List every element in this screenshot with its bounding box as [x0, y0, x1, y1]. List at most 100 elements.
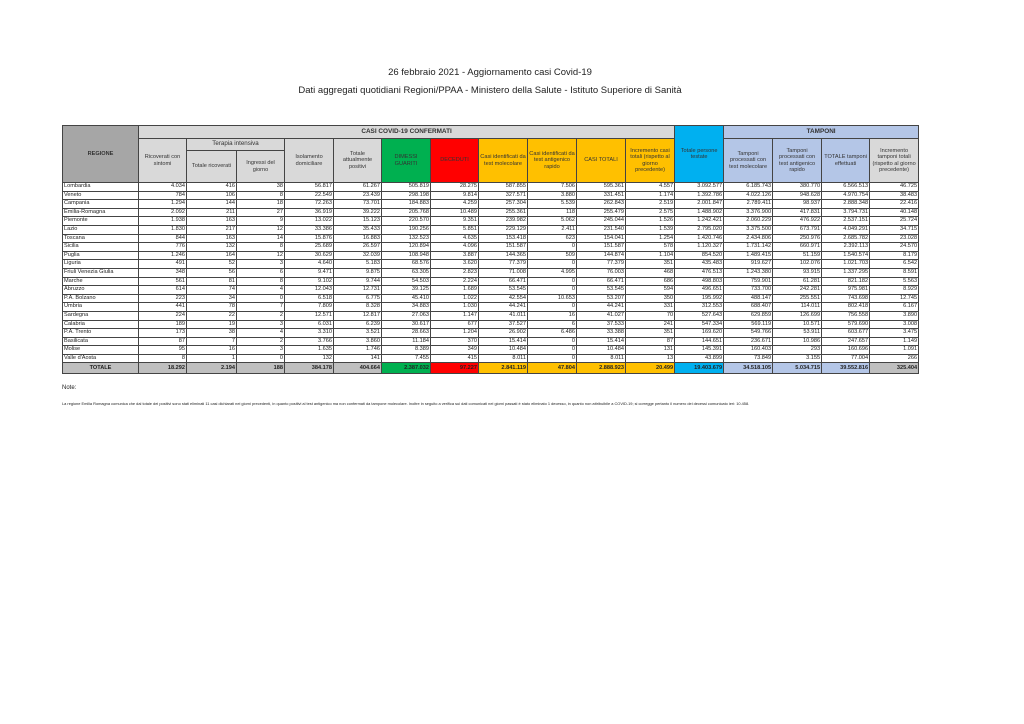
- table-row: Liguria 491 52 3 4.640 5.183 68.576 3.620 77.379…: [62, 259, 920, 269]
- table-cell: 9.744: [333, 276, 382, 287]
- table-row: Lazio 1.830 217 12 33.386 35.433 190.256 5.851 2…: [62, 224, 920, 235]
- table-cell: 2.434.806: [723, 233, 774, 244]
- table-cell: 95: [138, 345, 187, 355]
- table-cell: 1.420.746: [674, 233, 725, 244]
- table-cell: 169.620: [674, 328, 725, 338]
- total-cell: 18.292: [138, 362, 187, 375]
- table-cell: 743.698: [821, 293, 871, 304]
- page-title: 26 febbraio 2021 - Aggiornamento casi Co…: [388, 67, 592, 78]
- table-cell: 1.294: [138, 199, 187, 209]
- table-cell: 498.803: [674, 276, 725, 287]
- table-cell: 3.521: [333, 328, 382, 338]
- table-cell: 51.159: [772, 250, 823, 261]
- table-cell: 312.553: [674, 302, 725, 312]
- header-casi-antigenico: Casi identificati da test antigenico rap…: [527, 138, 577, 183]
- table-cell: 733.700: [723, 285, 774, 295]
- table-cell: 298.198: [381, 190, 431, 201]
- table-cell: 25.689: [284, 242, 334, 252]
- table-cell: 9.814: [430, 190, 479, 201]
- table-cell: 132: [284, 353, 334, 364]
- table-cell: 8: [236, 242, 285, 252]
- table-cell: 36.919: [284, 207, 334, 218]
- table-cell: 1.746: [333, 345, 382, 355]
- table-cell: 496.651: [674, 285, 725, 295]
- total-label: TOTALE: [62, 362, 139, 375]
- total-cell: 404.664: [333, 362, 382, 375]
- table-cell: 6.167: [869, 302, 920, 312]
- table-cell: 163: [186, 216, 237, 226]
- table-cell: 476.513: [674, 267, 725, 278]
- table-cell: 4.022.126: [723, 190, 774, 201]
- table-cell: 3.887: [430, 250, 479, 261]
- table-cell: 114.011: [772, 302, 823, 312]
- table-cell: 1: [186, 353, 237, 364]
- table-row: Valle d'Aosta 8 1 0 132 141 7.455 415 8.011 0 8.01…: [62, 353, 920, 364]
- table-cell: 236.671: [723, 336, 774, 347]
- table-cell: 53.911: [772, 328, 823, 338]
- table-cell: 1.731.142: [723, 242, 774, 252]
- table-cell: 27: [236, 207, 285, 218]
- table-cell: 190.256: [381, 224, 431, 235]
- table-cell: 262.843: [576, 199, 626, 209]
- table-cell: 3.766: [284, 336, 334, 347]
- table-cell: 1.174: [624, 190, 676, 201]
- table-cell: 488.147: [723, 293, 774, 304]
- table-cell: 26.597: [333, 242, 382, 252]
- header-ricoverati: Ricoverati con sintomi: [138, 138, 187, 183]
- table-cell: 688.407: [723, 302, 774, 312]
- table-cell: 66.471: [576, 276, 626, 287]
- table-cell: 16.883: [333, 233, 382, 244]
- table-cell: 293: [772, 345, 823, 355]
- table-cell: 0: [236, 293, 285, 304]
- table-cell: 13: [624, 353, 676, 364]
- table-cell: 2.537.151: [821, 216, 871, 226]
- table-cell: 0: [527, 302, 577, 312]
- total-cell: 19.403.679: [674, 362, 725, 375]
- table-cell: 22.549: [284, 190, 334, 201]
- table-row: Lombardia 4.034 416 38 56.817 61.267 505.819 28…: [62, 182, 920, 192]
- table-cell: 578: [624, 242, 676, 252]
- table-cell: 38: [236, 182, 285, 192]
- header-tamponi-group: TAMPONI: [723, 125, 920, 139]
- table-cell: 2.060.229: [723, 216, 774, 226]
- region-name: Sicilia: [62, 242, 139, 252]
- table-cell: 1.337.295: [821, 267, 871, 278]
- table-cell: 8.011: [478, 353, 528, 364]
- table-cell: 7: [186, 336, 237, 347]
- region-name: Campania: [62, 199, 139, 209]
- table-cell: 1.830: [138, 224, 187, 235]
- table-cell: 144.651: [674, 336, 725, 347]
- table-cell: 9: [236, 216, 285, 226]
- table-cell: 3.794.731: [821, 207, 871, 218]
- table-cell: 255.479: [576, 207, 626, 218]
- header-attualmente-positivi: Totale attualmente positivi: [333, 138, 382, 183]
- table-cell: 629.859: [723, 310, 774, 321]
- table-cell: 131: [624, 345, 676, 355]
- table-cell: 217: [186, 224, 237, 235]
- total-cell: 2.194: [186, 362, 237, 375]
- table-cell: 919.627: [723, 259, 774, 269]
- table-cell: 0: [527, 353, 577, 364]
- table-row: Campania 1.294 144 18 72.263 73.701 184.883 4.2…: [62, 199, 920, 209]
- header-terapia-intensiva: Terapia intensiva: [186, 138, 285, 151]
- table-cell: 195.992: [674, 293, 725, 304]
- table-cell: 802.418: [821, 302, 871, 312]
- table-cell: 61.281: [772, 276, 823, 287]
- table-cell: 415: [430, 353, 479, 364]
- table-cell: 22.416: [869, 199, 920, 209]
- table-cell: 2: [236, 310, 285, 321]
- table-row: P.A. Trento 173 38 4 3.310 3.521 28.663 1.204 26…: [62, 328, 920, 338]
- table-cell: 6: [236, 267, 285, 278]
- table-cell: 229.129: [478, 224, 528, 235]
- table-cell: 12.731: [333, 285, 382, 295]
- header-incremento-tamponi: Incremento tamponi totali (rispetto al g…: [869, 138, 920, 183]
- table-cell: 1.539: [624, 224, 676, 235]
- table-cell: 44.241: [478, 302, 528, 312]
- table-cell: 14: [236, 233, 285, 244]
- table-cell: 10.484: [576, 345, 626, 355]
- table-cell: 242.281: [772, 285, 823, 295]
- table-cell: 153.418: [478, 233, 528, 244]
- table-cell: 34: [186, 293, 237, 304]
- table-cell: 595.361: [576, 182, 626, 192]
- table-cell: 45.410: [381, 293, 431, 304]
